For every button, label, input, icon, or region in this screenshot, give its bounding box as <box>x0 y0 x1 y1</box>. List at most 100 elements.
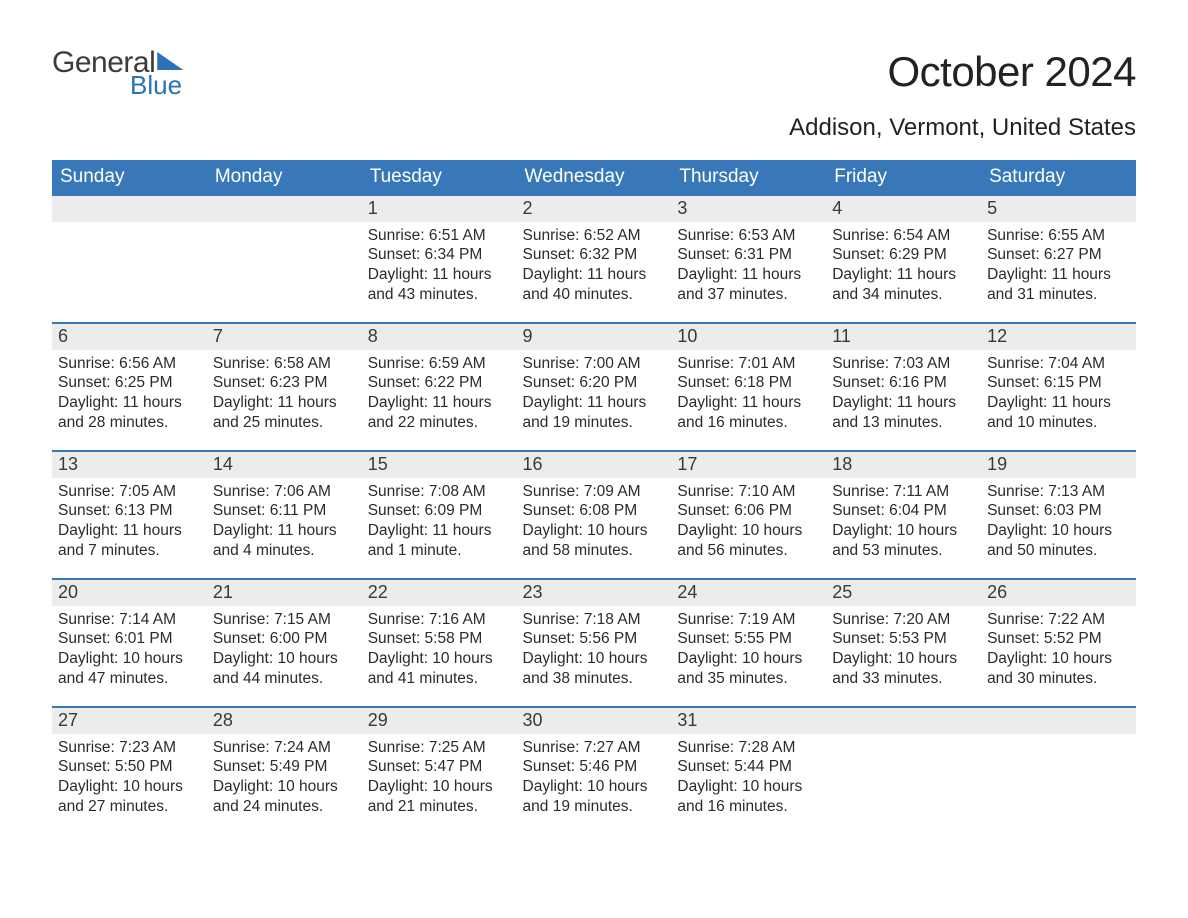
sunset-line: Sunset: 6:03 PM <box>987 501 1130 521</box>
calendar-cell: 3Sunrise: 6:53 AMSunset: 6:31 PMDaylight… <box>671 195 826 323</box>
day-number: 29 <box>362 708 517 734</box>
calendar-day-header: Saturday <box>981 160 1136 195</box>
calendar-cell: 31Sunrise: 7:28 AMSunset: 5:44 PMDayligh… <box>671 707 826 835</box>
calendar-day-header: Friday <box>826 160 981 195</box>
sunrise-line: Sunrise: 7:23 AM <box>58 738 201 758</box>
calendar-cell: 22Sunrise: 7:16 AMSunset: 5:58 PMDayligh… <box>362 579 517 707</box>
logo: General Blue <box>52 48 183 98</box>
day-number: 25 <box>826 580 981 606</box>
title-block: October 2024 Addison, Vermont, United St… <box>789 48 1136 152</box>
daylight-line: Daylight: 10 hours and 56 minutes. <box>677 521 820 561</box>
sunset-line: Sunset: 6:18 PM <box>677 373 820 393</box>
calendar-cell <box>52 195 207 323</box>
sunrise-line: Sunrise: 6:53 AM <box>677 226 820 246</box>
calendar-cell: 14Sunrise: 7:06 AMSunset: 6:11 PMDayligh… <box>207 451 362 579</box>
daylight-line: Daylight: 11 hours and 13 minutes. <box>832 393 975 433</box>
sunrise-line: Sunrise: 7:22 AM <box>987 610 1130 630</box>
sunrise-line: Sunrise: 6:54 AM <box>832 226 975 246</box>
day-details: Sunrise: 7:16 AMSunset: 5:58 PMDaylight:… <box>362 606 517 695</box>
sunset-line: Sunset: 6:34 PM <box>368 245 511 265</box>
daylight-line: Daylight: 11 hours and 4 minutes. <box>213 521 356 561</box>
sunrise-line: Sunrise: 7:15 AM <box>213 610 356 630</box>
sunrise-line: Sunrise: 7:08 AM <box>368 482 511 502</box>
day-number: 26 <box>981 580 1136 606</box>
sunset-line: Sunset: 6:15 PM <box>987 373 1130 393</box>
sunset-line: Sunset: 5:52 PM <box>987 629 1130 649</box>
calendar-cell: 28Sunrise: 7:24 AMSunset: 5:49 PMDayligh… <box>207 707 362 835</box>
calendar-cell: 13Sunrise: 7:05 AMSunset: 6:13 PMDayligh… <box>52 451 207 579</box>
day-details: Sunrise: 7:13 AMSunset: 6:03 PMDaylight:… <box>981 478 1136 567</box>
day-number: 21 <box>207 580 362 606</box>
sunrise-line: Sunrise: 7:16 AM <box>368 610 511 630</box>
sunrise-line: Sunrise: 6:51 AM <box>368 226 511 246</box>
day-details: Sunrise: 7:00 AMSunset: 6:20 PMDaylight:… <box>517 350 672 439</box>
day-number: 10 <box>671 324 826 350</box>
sunrise-line: Sunrise: 7:19 AM <box>677 610 820 630</box>
daylight-line: Daylight: 10 hours and 19 minutes. <box>523 777 666 817</box>
day-number: 31 <box>671 708 826 734</box>
daylight-line: Daylight: 11 hours and 34 minutes. <box>832 265 975 305</box>
sunset-line: Sunset: 5:49 PM <box>213 757 356 777</box>
day-details: Sunrise: 7:14 AMSunset: 6:01 PMDaylight:… <box>52 606 207 695</box>
sunrise-line: Sunrise: 6:55 AM <box>987 226 1130 246</box>
day-number: 7 <box>207 324 362 350</box>
sunrise-line: Sunrise: 7:24 AM <box>213 738 356 758</box>
day-number: 14 <box>207 452 362 478</box>
day-number: 23 <box>517 580 672 606</box>
calendar-table: SundayMondayTuesdayWednesdayThursdayFrid… <box>52 160 1136 835</box>
calendar-cell: 12Sunrise: 7:04 AMSunset: 6:15 PMDayligh… <box>981 323 1136 451</box>
day-details: Sunrise: 7:25 AMSunset: 5:47 PMDaylight:… <box>362 734 517 823</box>
daylight-line: Daylight: 10 hours and 44 minutes. <box>213 649 356 689</box>
day-number: 18 <box>826 452 981 478</box>
day-details: Sunrise: 7:27 AMSunset: 5:46 PMDaylight:… <box>517 734 672 823</box>
day-number: 4 <box>826 196 981 222</box>
day-details: Sunrise: 7:28 AMSunset: 5:44 PMDaylight:… <box>671 734 826 823</box>
day-number: 19 <box>981 452 1136 478</box>
day-details: Sunrise: 7:11 AMSunset: 6:04 PMDaylight:… <box>826 478 981 567</box>
day-number: 28 <box>207 708 362 734</box>
sunrise-line: Sunrise: 7:11 AM <box>832 482 975 502</box>
daylight-line: Daylight: 11 hours and 43 minutes. <box>368 265 511 305</box>
day-number: 27 <box>52 708 207 734</box>
day-details: Sunrise: 7:04 AMSunset: 6:15 PMDaylight:… <box>981 350 1136 439</box>
day-number <box>207 196 362 222</box>
daylight-line: Daylight: 11 hours and 40 minutes. <box>523 265 666 305</box>
calendar-cell <box>981 707 1136 835</box>
calendar-cell: 11Sunrise: 7:03 AMSunset: 6:16 PMDayligh… <box>826 323 981 451</box>
calendar-cell: 9Sunrise: 7:00 AMSunset: 6:20 PMDaylight… <box>517 323 672 451</box>
sunset-line: Sunset: 6:31 PM <box>677 245 820 265</box>
calendar-cell <box>826 707 981 835</box>
location: Addison, Vermont, United States <box>789 114 1136 142</box>
day-details: Sunrise: 6:52 AMSunset: 6:32 PMDaylight:… <box>517 222 672 311</box>
daylight-line: Daylight: 11 hours and 37 minutes. <box>677 265 820 305</box>
calendar-day-header: Tuesday <box>362 160 517 195</box>
day-details: Sunrise: 7:06 AMSunset: 6:11 PMDaylight:… <box>207 478 362 567</box>
sunset-line: Sunset: 6:04 PM <box>832 501 975 521</box>
day-number <box>981 708 1136 734</box>
sunset-line: Sunset: 6:23 PM <box>213 373 356 393</box>
day-number: 11 <box>826 324 981 350</box>
daylight-line: Daylight: 10 hours and 47 minutes. <box>58 649 201 689</box>
sunrise-line: Sunrise: 7:18 AM <box>523 610 666 630</box>
calendar-cell: 16Sunrise: 7:09 AMSunset: 6:08 PMDayligh… <box>517 451 672 579</box>
sunrise-line: Sunrise: 7:05 AM <box>58 482 201 502</box>
calendar-cell: 29Sunrise: 7:25 AMSunset: 5:47 PMDayligh… <box>362 707 517 835</box>
day-details: Sunrise: 7:03 AMSunset: 6:16 PMDaylight:… <box>826 350 981 439</box>
day-number: 5 <box>981 196 1136 222</box>
sunset-line: Sunset: 6:29 PM <box>832 245 975 265</box>
calendar-cell: 21Sunrise: 7:15 AMSunset: 6:00 PMDayligh… <box>207 579 362 707</box>
calendar-cell: 19Sunrise: 7:13 AMSunset: 6:03 PMDayligh… <box>981 451 1136 579</box>
day-details: Sunrise: 7:08 AMSunset: 6:09 PMDaylight:… <box>362 478 517 567</box>
sunrise-line: Sunrise: 7:28 AM <box>677 738 820 758</box>
sunset-line: Sunset: 5:53 PM <box>832 629 975 649</box>
sunset-line: Sunset: 6:13 PM <box>58 501 201 521</box>
sunrise-line: Sunrise: 7:00 AM <box>523 354 666 374</box>
day-number: 12 <box>981 324 1136 350</box>
day-details: Sunrise: 7:15 AMSunset: 6:00 PMDaylight:… <box>207 606 362 695</box>
day-details: Sunrise: 6:53 AMSunset: 6:31 PMDaylight:… <box>671 222 826 311</box>
daylight-line: Daylight: 10 hours and 27 minutes. <box>58 777 201 817</box>
sunset-line: Sunset: 6:32 PM <box>523 245 666 265</box>
sunrise-line: Sunrise: 7:01 AM <box>677 354 820 374</box>
sunset-line: Sunset: 5:47 PM <box>368 757 511 777</box>
calendar-day-header: Thursday <box>671 160 826 195</box>
